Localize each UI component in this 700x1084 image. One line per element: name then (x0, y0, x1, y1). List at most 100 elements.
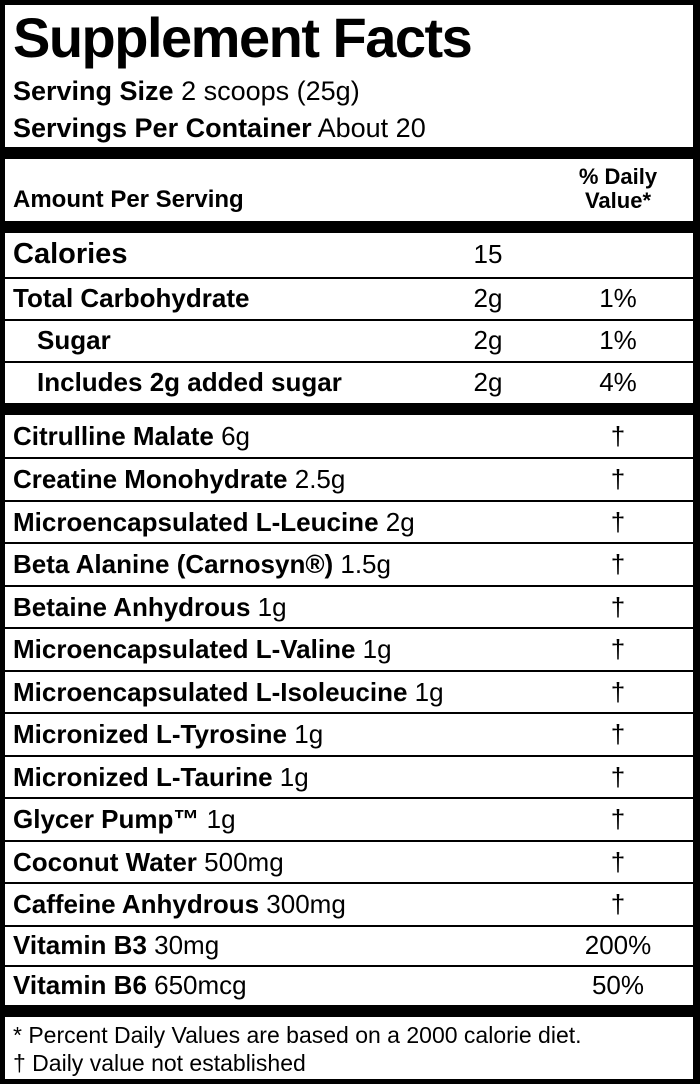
serving-size-label: Serving Size (13, 75, 174, 106)
ingredient-row: Betaine Anhydrous 1g † (5, 584, 693, 628)
ingredient-name-amount: Creatine Monohydrate 2.5g (13, 464, 543, 495)
ingredient-amount: 2g (385, 506, 415, 537)
nutrient-name: Calories (13, 238, 128, 271)
nutrient-amount: 2g (473, 325, 503, 356)
ingredient-name-amount: Micronized L-Taurine 1g (13, 762, 543, 793)
ingredient-amount: 6g (221, 420, 250, 451)
daily-value-dagger: † (610, 676, 626, 707)
ingredient-amount: 500mg (204, 846, 284, 877)
vitamin-amount: 30mg (154, 930, 220, 961)
ingredient-name-amount: Beta Alanine (Carnosyn®) 1.5g (13, 549, 543, 580)
ingredient-amount: 1g (257, 591, 287, 622)
daily-value-dagger: † (610, 464, 626, 495)
ingredient-amount: 1.5g (340, 549, 391, 580)
serving-size-line: Serving Size 2 scoops (25g) (13, 73, 683, 110)
vitamin-daily-value: 50% (591, 970, 645, 1001)
ingredient-amount: 1g (362, 634, 392, 665)
ingredient-row: Beta Alanine (Carnosyn®) 1.5g † (5, 542, 693, 585)
nutrient-daily-value: 4% (599, 367, 637, 398)
servings-per-container-value: About 20 (317, 113, 426, 144)
nutrient-daily-value: 1% (599, 325, 637, 356)
daily-value-dagger: † (610, 889, 626, 920)
ingredient-name: Glycer Pump™ (13, 804, 200, 835)
daily-value-dagger: † (610, 761, 626, 792)
nutrient-name: Sugar (37, 325, 111, 356)
daily-value-dagger: † (610, 634, 626, 665)
daily-value-header-line2: Value* (584, 188, 652, 214)
vitamin-name: Vitamin B6 (13, 970, 147, 1001)
ingredient-name-amount: Glycer Pump™ 1g (13, 804, 543, 835)
nutrient-amount: 15 (473, 239, 503, 270)
vitamins-section: Vitamin B3 30mg 200% Vitamin B6 650mcg 5… (5, 924, 693, 1005)
ingredient-name-amount: Micronized L-Tyrosine 1g (13, 719, 543, 750)
ingredient-row: Glycer Pump™ 1g † (5, 797, 693, 840)
footnotes-section: * Percent Daily Values are based on a 20… (5, 1017, 693, 1079)
nutrient-amount: 2g (473, 367, 503, 398)
ingredient-name-amount: Betaine Anhydrous 1g (13, 592, 543, 623)
ingredient-name-amount: Citrulline Malate 6g (13, 421, 543, 452)
ingredients-section: Citrulline Malate 6g † Creatine Monohydr… (5, 415, 693, 925)
divider-thick-above-footer (5, 1004, 693, 1017)
ingredient-row: Micronized L-Taurine 1g † (5, 754, 693, 798)
nutrient-row-sugar: Sugar 2g 1% (5, 318, 693, 361)
divider-thick-top (5, 147, 693, 159)
nutrient-name: Total Carbohydrate (13, 283, 250, 314)
column-header-row: Amount Per Serving % Daily Value* (5, 159, 693, 221)
ingredient-row: Citrulline Malate 6g † (5, 415, 693, 458)
ingredient-amount: 1g (294, 719, 324, 750)
ingredient-name: Creatine Monohydrate (13, 464, 288, 495)
amount-per-serving-header: Amount Per Serving (13, 185, 244, 213)
nutrient-row-calories: Calories 15 (5, 233, 693, 277)
nutrient-amount: 2g (473, 283, 503, 314)
daily-value-dagger: † (610, 420, 626, 451)
daily-value-dagger: † (610, 549, 626, 580)
nutrient-name: Includes 2g added sugar (37, 367, 342, 398)
daily-value-dagger: † (610, 804, 626, 835)
vitamin-row: Vitamin B3 30mg 200% (5, 924, 693, 965)
vitamin-daily-value: 200% (584, 930, 652, 961)
ingredient-amount: 1g (279, 761, 309, 792)
daily-value-dagger: † (610, 846, 626, 877)
ingredient-name: Betaine Anhydrous (13, 591, 251, 622)
ingredient-row: Microencapsulated L-Isoleucine 1g † (5, 669, 693, 713)
serving-size-value: 2 scoops (25g) (181, 75, 360, 106)
vitamin-row: Vitamin B6 650mcg 50% (5, 964, 693, 1005)
ingredient-name-amount: Coconut Water 500mg (13, 847, 543, 878)
ingredient-name-amount: Caffeine Anhydrous 300mg (13, 889, 543, 920)
daily-value-dagger: † (610, 719, 626, 750)
ingredient-name: Citrulline Malate (13, 420, 214, 451)
daily-value-header-line1: % Daily (578, 163, 658, 189)
footnote-percent-daily-values: * Percent Daily Values are based on a 20… (13, 1021, 582, 1048)
vitamin-name-amount: Vitamin B3 30mg (13, 930, 543, 961)
nutrients-section: Calories 15 Total Carbohydrate 2g 1% Sug… (5, 233, 693, 403)
ingredient-amount: 1g (206, 804, 236, 835)
vitamin-name-amount: Vitamin B6 650mcg (13, 970, 543, 1001)
ingredient-name: Caffeine Anhydrous (13, 889, 260, 920)
ingredient-name: Micronized L-Taurine (13, 761, 273, 792)
daily-value-dagger: † (610, 591, 626, 622)
vitamin-name: Vitamin B3 (13, 930, 147, 961)
ingredient-name: Micronized L-Tyrosine (13, 719, 287, 750)
ingredient-name-amount: Microencapsulated L-Isoleucine 1g (13, 677, 543, 708)
ingredient-row: Caffeine Anhydrous 300mg † (5, 882, 693, 925)
ingredient-name-amount: Microencapsulated L-Leucine 2g (13, 507, 543, 538)
divider-thick-below-header (5, 220, 693, 233)
ingredient-amount: 300mg (266, 889, 346, 920)
ingredient-row: Microencapsulated L-Valine 1g † (5, 627, 693, 670)
vitamin-amount: 650mcg (154, 970, 247, 1001)
daily-value-header: % Daily Value* (543, 163, 693, 214)
ingredient-row: Micronized L-Tyrosine 1g † (5, 712, 693, 755)
servings-per-container-line: Servings Per Container About 20 (13, 110, 683, 147)
ingredient-row: Microencapsulated L-Leucine 2g † (5, 499, 693, 543)
ingredient-row: Coconut Water 500mg † (5, 839, 693, 883)
nutrient-row-total-carbohydrate: Total Carbohydrate 2g 1% (5, 276, 693, 319)
page-title: Supplement Facts (13, 6, 473, 69)
servings-per-container-label: Servings Per Container (13, 113, 312, 144)
ingredient-name: Microencapsulated L-Leucine (13, 506, 379, 537)
ingredient-row: Creatine Monohydrate 2.5g † (5, 457, 693, 500)
ingredient-amount: 1g (414, 676, 444, 707)
ingredient-name: Coconut Water (13, 846, 197, 877)
ingredient-name: Beta Alanine (Carnosyn®) (13, 549, 334, 580)
ingredient-amount: 2.5g (294, 464, 346, 495)
